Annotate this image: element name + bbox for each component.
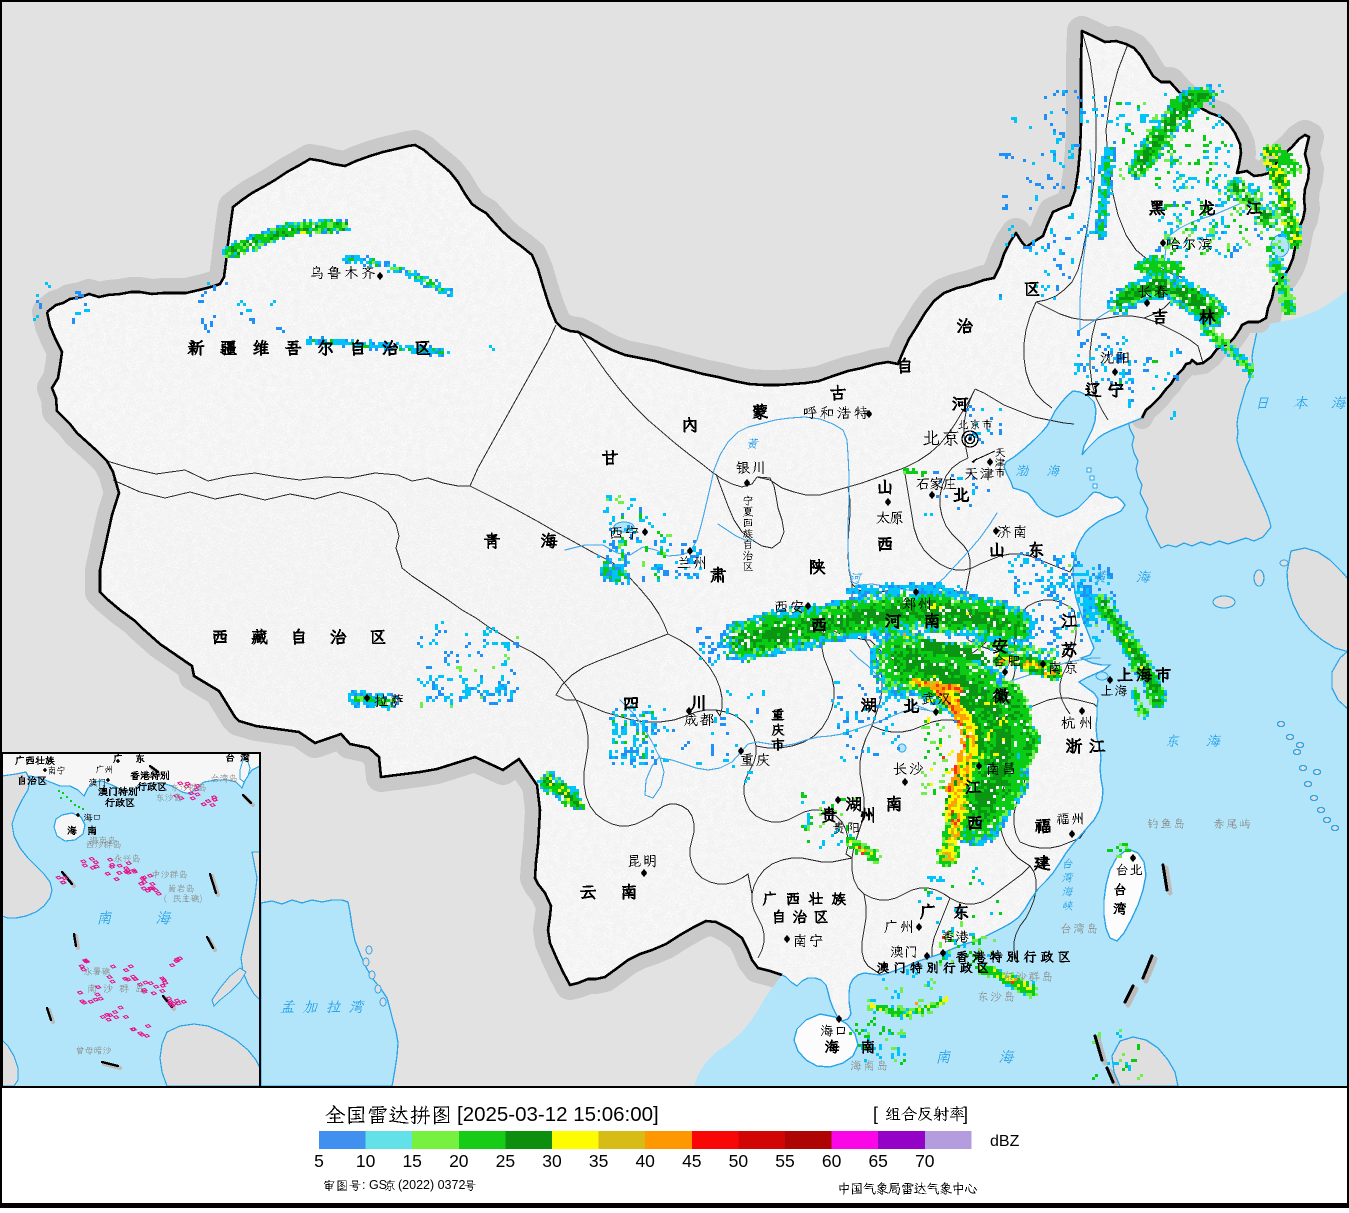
svg-text:65: 65 bbox=[868, 1151, 887, 1171]
svg-text:45: 45 bbox=[682, 1151, 701, 1171]
svg-text:(2022) 0372: (2022) 0372 bbox=[398, 1178, 465, 1192]
svg-text:40: 40 bbox=[635, 1151, 655, 1171]
svg-text:35: 35 bbox=[589, 1151, 608, 1171]
svg-text:10: 10 bbox=[356, 1151, 376, 1171]
svg-text:5: 5 bbox=[314, 1151, 324, 1171]
svg-text:: GS: : GS bbox=[362, 1178, 387, 1192]
svg-text:60: 60 bbox=[822, 1151, 842, 1171]
svg-text:]: ] bbox=[963, 1104, 968, 1124]
svg-text:30: 30 bbox=[542, 1151, 562, 1171]
svg-text:[2025-03-12 15:06:00]: [2025-03-12 15:06:00] bbox=[457, 1103, 659, 1126]
svg-text:55: 55 bbox=[775, 1151, 794, 1171]
svg-text:25: 25 bbox=[496, 1151, 515, 1171]
svg-text:15: 15 bbox=[402, 1151, 421, 1171]
svg-text:70: 70 bbox=[915, 1151, 935, 1171]
svg-text:20: 20 bbox=[449, 1151, 469, 1171]
svg-text:50: 50 bbox=[729, 1151, 749, 1171]
svg-text:[: [ bbox=[873, 1104, 878, 1124]
svg-text:dBZ: dBZ bbox=[990, 1133, 1020, 1150]
